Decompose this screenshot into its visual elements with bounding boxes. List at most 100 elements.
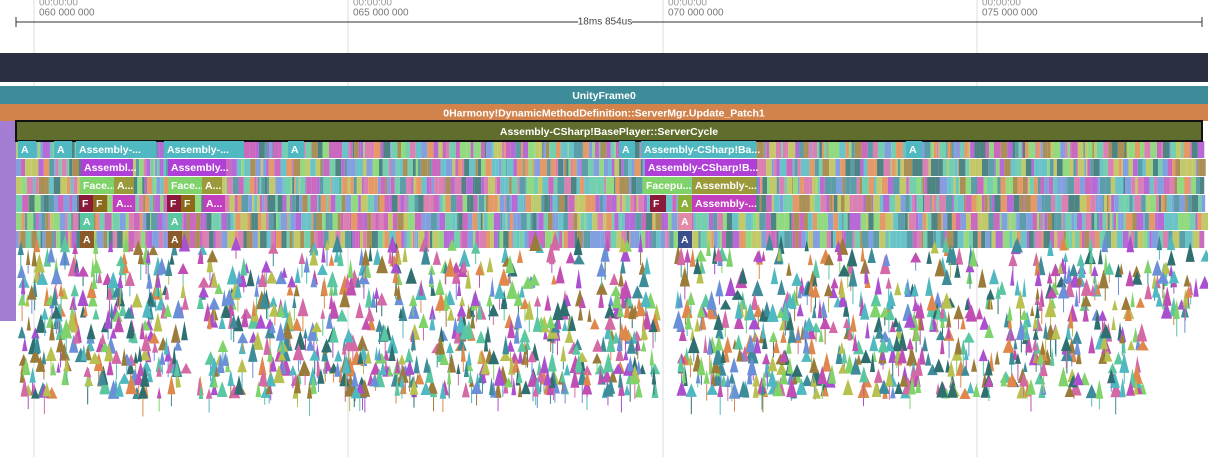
flame-cell [890, 231, 897, 248]
flame-spike [288, 365, 297, 376]
flame-cell [475, 231, 480, 248]
flame-spike [729, 357, 739, 373]
flame-cell [641, 231, 646, 248]
flame-cell [286, 159, 293, 176]
flame-spike [428, 264, 436, 275]
flame-cell [1132, 213, 1137, 230]
flame-cell [837, 195, 841, 212]
flame-spike [214, 365, 219, 377]
flame-cell [391, 195, 398, 212]
flame-cell [403, 159, 408, 176]
flame-spike [636, 296, 642, 310]
flame-cell [1200, 177, 1205, 194]
flame-spike [299, 361, 311, 375]
flame-cell [1028, 177, 1030, 194]
flame-cell [524, 231, 529, 248]
flame-spike [214, 282, 223, 295]
flame-cell [261, 177, 265, 194]
flame-cell [1067, 177, 1075, 194]
flame-cell [496, 177, 501, 194]
flame-cell [405, 141, 410, 158]
flame-cell [251, 213, 255, 230]
flame-cell [408, 213, 415, 230]
flame-cell [930, 159, 932, 176]
flame-spike [306, 337, 315, 351]
flame-spike [536, 368, 545, 383]
flame-spike [785, 336, 792, 354]
flame-spike [439, 352, 450, 366]
flame-cell [955, 177, 959, 194]
flame-cell [264, 177, 268, 194]
flame-cell [1066, 231, 1070, 248]
flame-cell [775, 141, 782, 158]
flame-spike [494, 379, 502, 398]
flame-spike [197, 248, 204, 264]
flame-cell [550, 195, 553, 212]
flame-spike [519, 328, 531, 343]
flame-spike [263, 335, 271, 355]
flame-cell [1140, 141, 1145, 158]
flame-spike [1076, 273, 1082, 286]
flame-cell [957, 159, 959, 176]
block-label: A [83, 234, 91, 246]
flame-spike [255, 380, 262, 398]
flame-cell [896, 231, 901, 248]
flame-cell [282, 195, 287, 212]
flame-cell [790, 231, 793, 248]
flame-cell [817, 141, 820, 158]
flame-cell [16, 159, 21, 176]
flame-cell [475, 159, 478, 176]
flame-cell [885, 231, 889, 248]
flame-cell [731, 213, 739, 230]
flame-cell [936, 231, 941, 248]
flame-cell [611, 159, 615, 176]
flame-spike [246, 268, 255, 287]
flame-cell [921, 177, 923, 194]
flame-spike [413, 354, 420, 374]
flame-cell [355, 231, 359, 248]
flame-cell [254, 177, 257, 194]
flame-spike [555, 265, 565, 284]
flame-spike [269, 321, 276, 333]
flame-cell [555, 159, 559, 176]
flame-spike [365, 287, 373, 308]
flame-spike [882, 253, 891, 266]
flame-cell [352, 231, 356, 248]
flame-block [168, 213, 182, 230]
flame-spike [744, 302, 756, 321]
flame-spike [303, 327, 308, 339]
block-label: A [171, 216, 179, 228]
flame-cell [889, 195, 896, 212]
flame-cell [842, 213, 844, 230]
flame-cell [1180, 159, 1187, 176]
flame-spike [678, 327, 687, 341]
flame-spike [936, 330, 946, 341]
flame-cell [339, 177, 341, 194]
flame-cell [592, 213, 598, 230]
flame-spike [107, 271, 119, 289]
flame-cell [27, 213, 34, 230]
flame-spike [1016, 381, 1028, 399]
flame-spike [260, 386, 272, 398]
flame-cell [350, 231, 353, 248]
flame-spike [600, 244, 610, 262]
flame-spike [447, 352, 457, 373]
flame-cell [311, 141, 318, 158]
flame-spike [216, 381, 228, 398]
flame-spike [769, 331, 778, 342]
flame-spike [153, 312, 163, 332]
flame-cell [930, 195, 932, 212]
flame-spike [269, 355, 277, 372]
flame-spike [869, 334, 879, 352]
flame-cell [567, 141, 569, 158]
flame-spike [489, 277, 495, 297]
flame-cell [793, 177, 799, 194]
flame-cell [1086, 159, 1088, 176]
flame-cell [879, 213, 886, 230]
flame-cell [525, 195, 532, 212]
flame-cell [262, 195, 265, 212]
flame-cell [1084, 177, 1092, 194]
flame-cell [615, 141, 618, 158]
flame-cell [277, 195, 283, 212]
flame-cell [48, 213, 51, 230]
